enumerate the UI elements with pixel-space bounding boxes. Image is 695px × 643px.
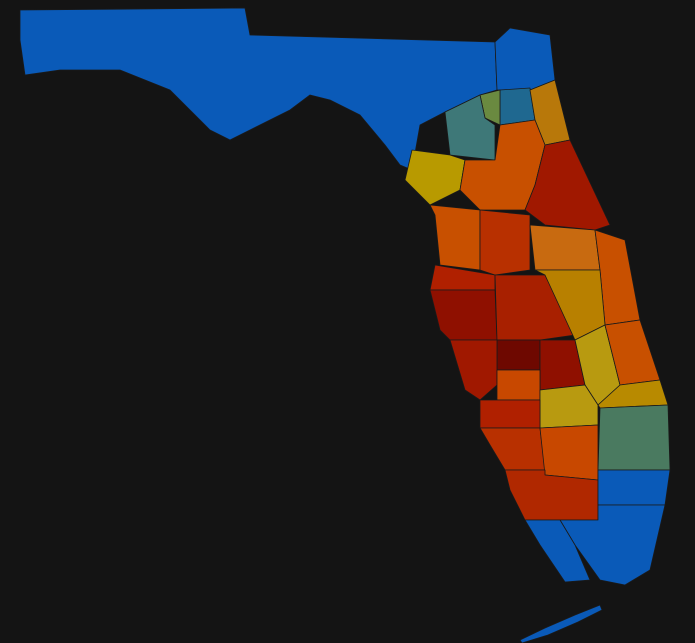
region-nassau: [494, 27, 556, 91]
region-manatee: [449, 339, 498, 401]
region-hardee: [496, 339, 541, 371]
region-keys: [519, 604, 603, 643]
region-desoto: [496, 369, 541, 401]
region-charlotte: [479, 399, 541, 429]
region-lake: [479, 209, 531, 276]
region-polk: [494, 274, 576, 341]
region-duval: [499, 87, 536, 126]
region-orange: [529, 224, 601, 271]
region-hendry: [539, 424, 599, 481]
region-monroe: [524, 519, 591, 583]
region-miami-dade: [559, 504, 666, 586]
region-volusia: [524, 139, 611, 231]
region-glades: [539, 384, 599, 429]
region-palm-beach: [597, 404, 671, 471]
region-citrus: [429, 204, 481, 271]
region-broward: [597, 469, 671, 506]
